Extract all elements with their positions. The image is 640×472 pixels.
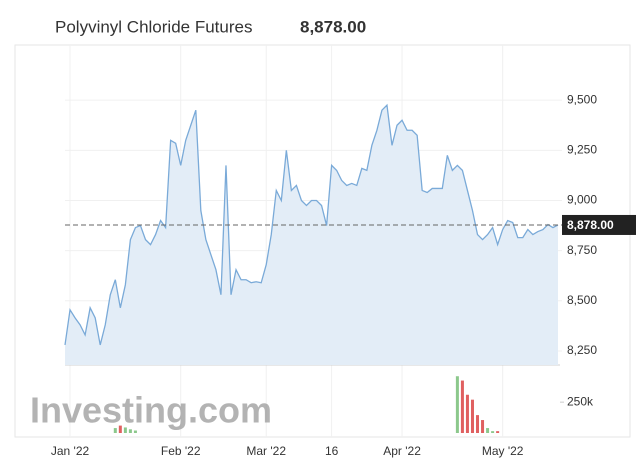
- y-tick-label: 9,250: [567, 143, 597, 157]
- y-tick-label: 8,250: [567, 343, 597, 357]
- y-tick-label: 9,500: [567, 92, 597, 106]
- x-tick-label: 16: [325, 444, 339, 458]
- chart-frame: [14, 44, 631, 438]
- volume-bar: [496, 431, 500, 433]
- line: [64, 103, 559, 346]
- volume-bar: [465, 394, 469, 433]
- x-tick-label: Jan '22: [51, 444, 90, 458]
- chart-title: Polyvinyl Chloride Futures: [55, 17, 252, 36]
- y-tick-label: 8,500: [567, 293, 597, 307]
- volume-bar: [455, 376, 459, 433]
- volume-tick-label: 250k: [567, 394, 594, 408]
- area: [65, 105, 558, 365]
- volume-bar: [118, 425, 122, 433]
- volume-bar: [133, 430, 137, 433]
- volume-bar: [481, 420, 485, 433]
- header-price: 8,878.00: [300, 17, 366, 36]
- volume-bar: [476, 415, 480, 433]
- x-tick-label: May '22: [482, 444, 524, 458]
- y-tick-label: 9,000: [567, 193, 597, 207]
- volume-bar: [486, 428, 490, 433]
- x-tick-label: Mar '22: [246, 444, 286, 458]
- volume-bar: [123, 427, 127, 433]
- x-tick-label: Feb '22: [161, 444, 201, 458]
- volume-bar: [113, 428, 117, 433]
- volume-bar: [128, 429, 132, 433]
- volume-bar: [470, 399, 474, 433]
- y-tick-label: 8,750: [567, 243, 597, 257]
- volume-bar: [460, 380, 464, 433]
- last-price-label: 8,878.00: [567, 218, 614, 232]
- x-tick-label: Apr '22: [383, 444, 421, 458]
- watermark: Investing.com: [30, 390, 272, 431]
- last-price-tag: [562, 214, 636, 235]
- volume-bar: [491, 431, 495, 433]
